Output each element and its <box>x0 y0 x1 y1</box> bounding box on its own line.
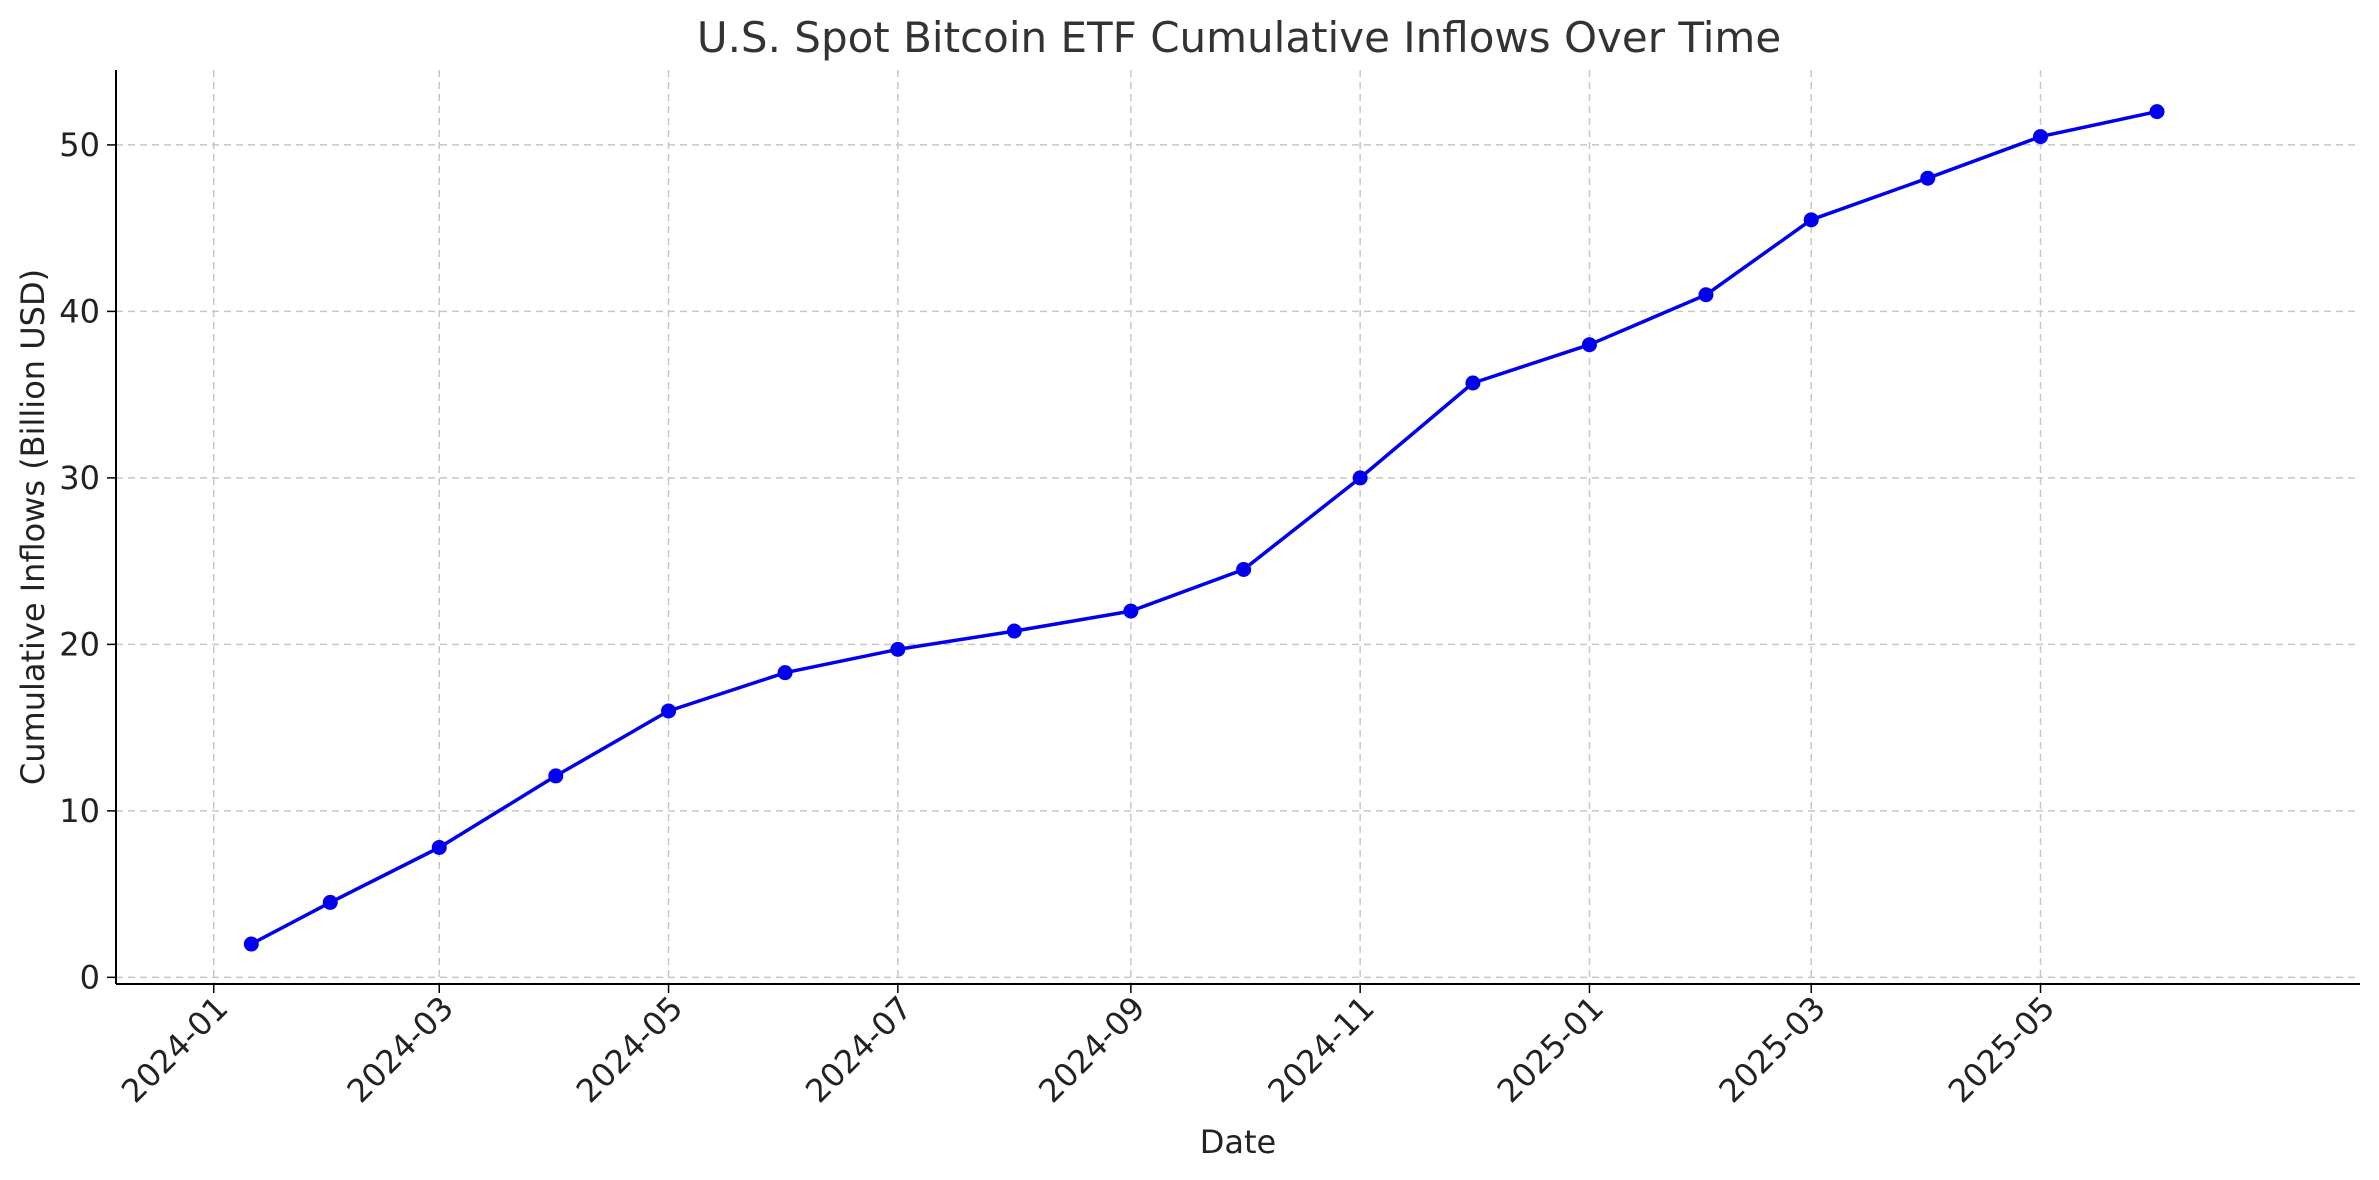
x-tick-label: 2024-11 <box>1260 989 1381 1110</box>
x-tick-label: 2025-03 <box>1711 989 1832 1110</box>
data-point <box>777 665 793 681</box>
grid <box>116 70 2360 984</box>
x-tick-label: 2024-07 <box>798 989 919 1110</box>
data-point <box>1803 212 1819 228</box>
series-line <box>250 109 2158 946</box>
data-point <box>2033 129 2049 145</box>
y-tick-label: 20 <box>59 625 100 663</box>
data-point <box>1920 170 1936 186</box>
y-tick-label: 10 <box>59 792 100 830</box>
data-point <box>661 703 677 719</box>
data-point <box>890 641 906 657</box>
y-tick-label: 30 <box>59 459 100 497</box>
data-point <box>243 936 259 952</box>
x-tick-label: 2024-05 <box>569 989 690 1110</box>
x-tick-label: 2024-03 <box>340 989 461 1110</box>
chart-title: U.S. Spot Bitcoin ETF Cumulative Inflows… <box>697 13 1781 62</box>
data-point <box>431 839 447 855</box>
x-tick-label: 2025-01 <box>1490 989 1611 1110</box>
data-point <box>2149 104 2165 120</box>
y-tick-label: 50 <box>59 126 100 164</box>
data-point <box>1581 337 1597 353</box>
x-tick-label: 2024-09 <box>1031 989 1152 1110</box>
y-axis-label: Cumulative Inflows (Billion USD) <box>14 269 52 785</box>
y-tick-label: 40 <box>59 292 100 330</box>
x-axis-label: Date <box>1200 1123 1276 1161</box>
x-tick-label: 2024-01 <box>114 989 235 1110</box>
x-tick-label: 2025-05 <box>1941 989 2062 1110</box>
data-point <box>1236 561 1252 577</box>
data-point <box>1123 603 1139 619</box>
y-ticks: 0 10 20 30 40 50 <box>59 126 116 996</box>
data-point <box>1352 470 1368 486</box>
data-point <box>1006 623 1022 639</box>
data-point <box>322 894 338 910</box>
y-tick-label: 0 <box>80 958 100 996</box>
data-point <box>1698 287 1714 303</box>
data-point <box>1465 375 1481 391</box>
data-point <box>548 768 564 784</box>
x-ticks: 2024-01 2024-03 2024-05 2024-07 2024-09 2024-… <box>114 984 2062 1110</box>
axes <box>115 70 2360 985</box>
data-series <box>243 104 2165 952</box>
